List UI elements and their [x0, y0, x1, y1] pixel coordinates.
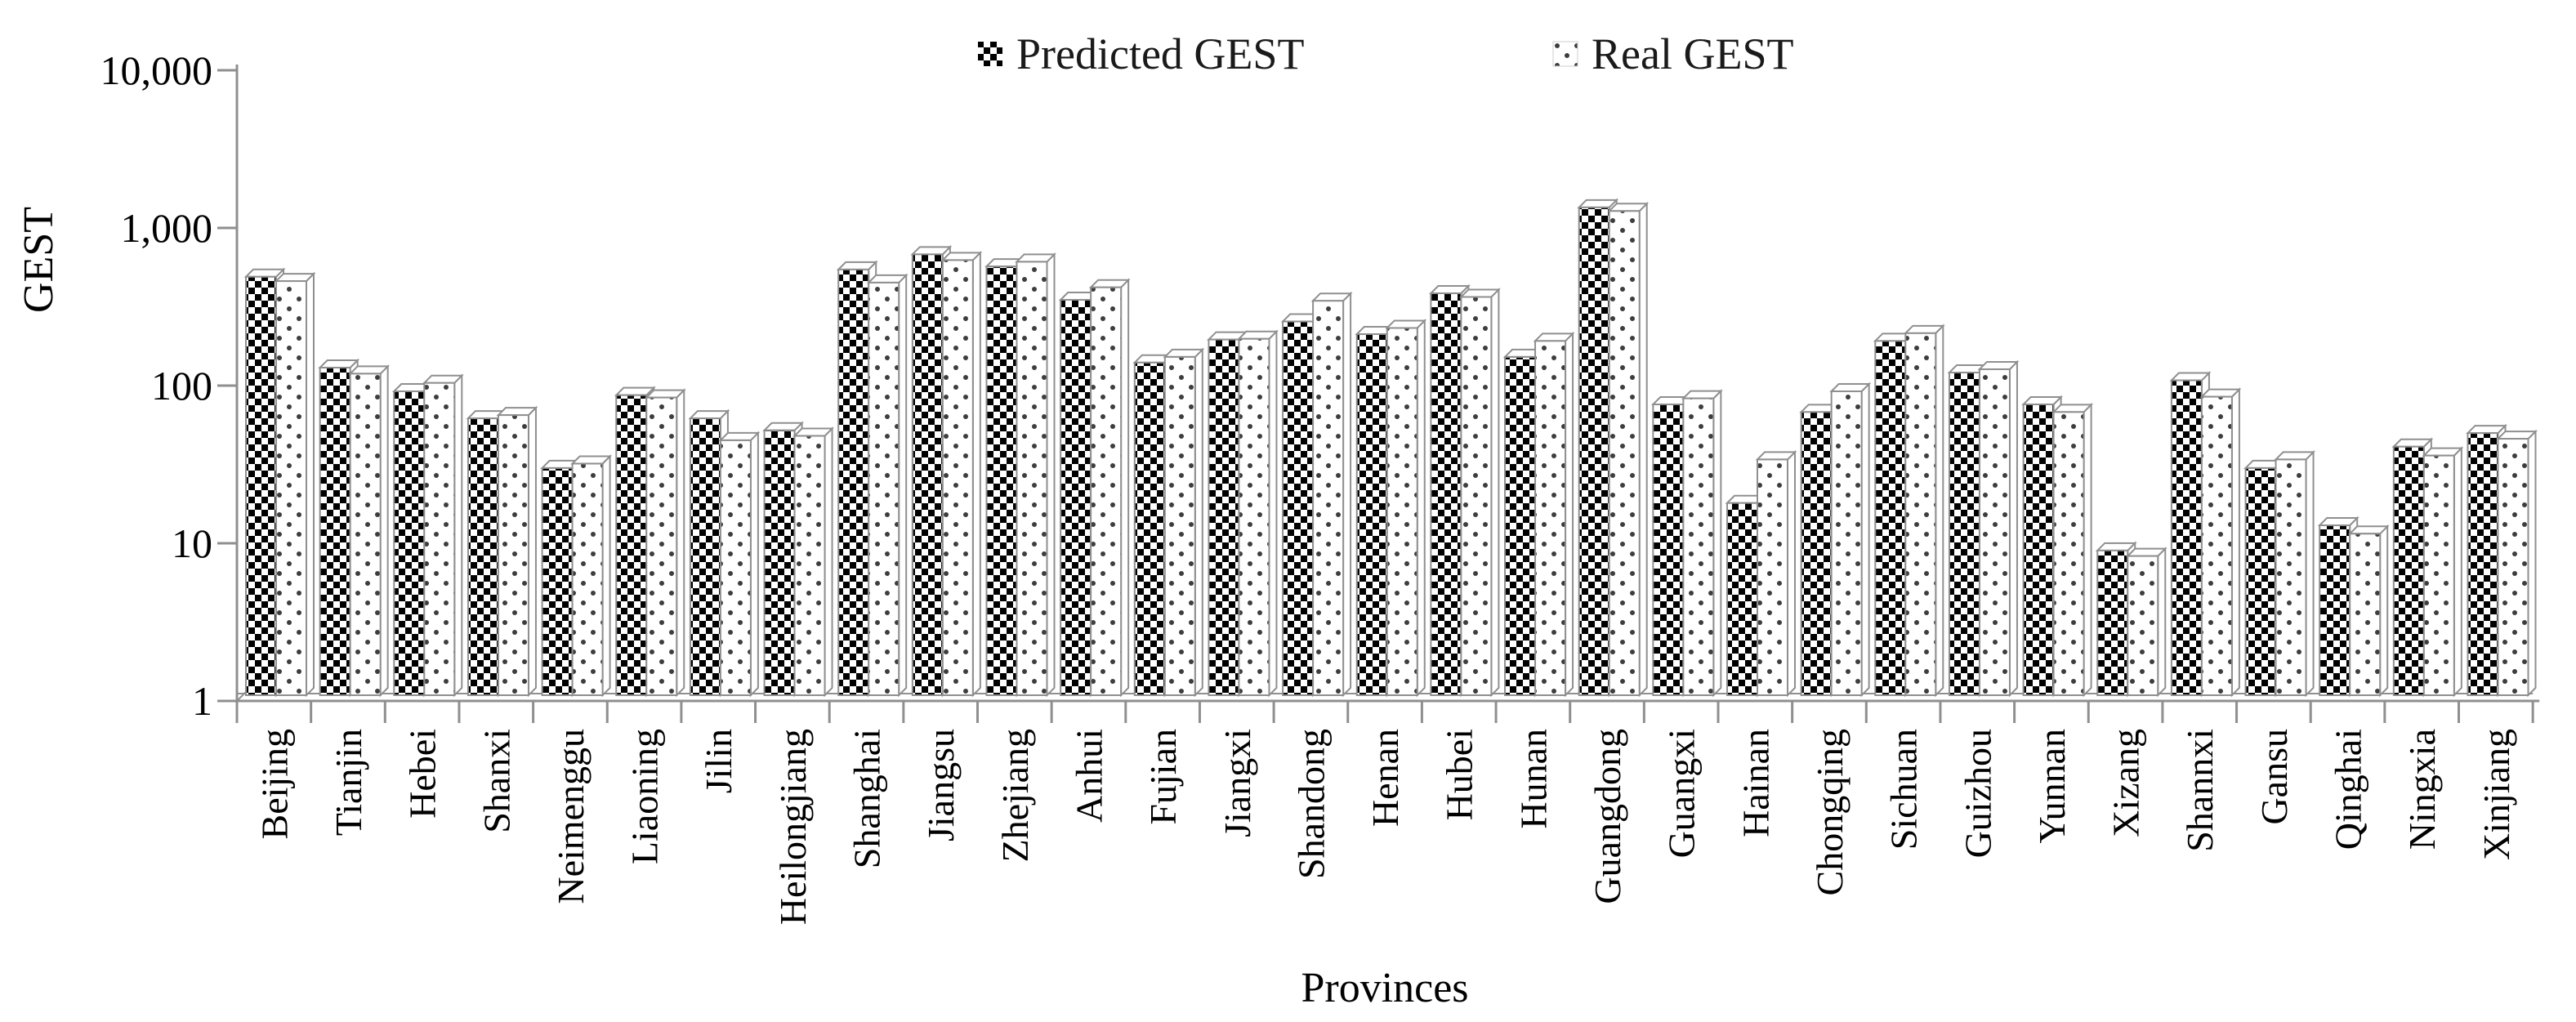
x-tick-label-Shannxi: Shannxi: [2179, 729, 2221, 852]
x-tick-label-Shanxi: Shanxi: [475, 729, 517, 833]
x-tick-label-Xizang: Xizang: [2105, 729, 2147, 837]
x-tick-label-Neimenggu: Neimenggu: [550, 729, 592, 904]
bar-real-Neimenggu: [570, 454, 613, 698]
bar-real-Chongqing: [1829, 382, 1872, 698]
floor-corner-edge: [236, 691, 247, 702]
x-tick-label-Xinjiang: Xinjiang: [2476, 729, 2517, 860]
bar-real-Hunan: [1533, 331, 1575, 698]
bars-layer: [243, 198, 2538, 698]
bar-real-Shanghai: [866, 273, 909, 698]
bar-real-Jiangsu: [940, 250, 983, 698]
x-tick-label-Liaoning: Liaoning: [624, 729, 666, 864]
bar-real-Xinjiang: [2496, 429, 2538, 698]
x-tick-label-Gansu: Gansu: [2253, 729, 2295, 825]
x-tick-label-Jiangsu: Jiangsu: [920, 729, 962, 841]
bar-real-Beijing: [274, 271, 316, 698]
x-tick-label-Hainan: Hainan: [1734, 729, 1776, 837]
bar-real-Jilin: [718, 431, 761, 698]
bar-real-Shannxi: [2199, 387, 2242, 698]
x-tick-label-Heilongjiang: Heilongjiang: [772, 729, 814, 925]
x-tick-label-Jilin: Jilin: [698, 729, 739, 793]
x-tick-label-Ningxia: Ningxia: [2401, 729, 2443, 850]
bar-real-Xizang: [2125, 547, 2168, 698]
x-tick-label-Qinghai: Qinghai: [2328, 729, 2369, 850]
x-tick-label-Hunan: Hunan: [1512, 729, 1554, 829]
x-tick-labels-layer: Beijing Tianjin Hebei Shanxi Neimenggu Liaoni…: [253, 729, 2517, 925]
bar-real-Guangdong: [1607, 201, 1650, 698]
bar-real-Henan: [1385, 319, 1427, 698]
y-tick-label-1: 1: [192, 678, 212, 724]
x-tick-label-Hubei: Hubei: [1439, 729, 1480, 820]
bar-real-Anhui: [1088, 278, 1131, 698]
bar-real-Heilongjiang: [792, 426, 834, 698]
x-tick-label-Anhui: Anhui: [1068, 729, 1109, 823]
x-tick-label-Zhejiang: Zhejiang: [994, 729, 1036, 863]
y-tick-label-1000: 1,000: [121, 205, 213, 251]
y-axis-title: GEST: [16, 207, 62, 313]
x-tick-label-Guizhou: Guizhou: [1957, 729, 1998, 858]
x-tick-label-Yunnan: Yunnan: [2031, 729, 2073, 844]
x-tick-label-Henan: Henan: [1364, 729, 1406, 827]
bar-real-Liaoning: [644, 388, 686, 698]
bar-real-Sichuan: [1903, 324, 1945, 698]
bar-real-Jiangxi: [1237, 329, 1279, 698]
bar-real-Qinghai: [2347, 524, 2390, 698]
y-tick-label-10: 10: [172, 520, 212, 566]
bar-real-Fujian: [1163, 347, 1205, 698]
bar-real-Hebei: [422, 373, 464, 698]
bar-real-Tianjin: [348, 364, 391, 698]
x-tick-label-Shanghai: Shanghai: [846, 729, 888, 868]
bar-real-Gansu: [2274, 450, 2315, 698]
bar-real-Yunnan: [2051, 402, 2094, 698]
x-axis-title: Provinces: [1301, 965, 1468, 1011]
x-tick-label-Jiangxi: Jiangxi: [1217, 729, 1258, 837]
axes-layer: [217, 65, 2540, 723]
x-tick-label-Shandong: Shandong: [1290, 729, 1332, 879]
bar-real-Shanxi: [496, 405, 538, 698]
y-tick-label-10000: 10,000: [100, 47, 213, 93]
x-tick-label-Chongqing: Chongqing: [1809, 729, 1851, 895]
x-tick-label-Hebei: Hebei: [402, 729, 444, 819]
bar-real-Ningxia: [2422, 446, 2464, 698]
x-tick-label-Guangxi: Guangxi: [1661, 729, 1703, 858]
x-tick-label-Sichuan: Sichuan: [1883, 729, 1925, 850]
bar-real-Zhejiang: [1015, 252, 1056, 698]
x-tick-label-Fujian: Fujian: [1142, 729, 1184, 825]
y-tick-label-100: 100: [151, 363, 212, 408]
bar-real-Hainan: [1755, 450, 1797, 698]
bar-real-Guangxi: [1681, 389, 1723, 698]
x-tick-label-Beijing: Beijing: [253, 729, 295, 839]
bar-real-Hubei: [1458, 288, 1501, 698]
bar-predicted-Hainan: [1725, 493, 1767, 698]
x-tick-label-Guangdong: Guangdong: [1587, 729, 1628, 904]
x-tick-label-Tianjin: Tianjin: [328, 729, 369, 836]
bar-real-Guizhou: [1977, 359, 2020, 698]
bar-real-Shandong: [1310, 291, 1353, 698]
